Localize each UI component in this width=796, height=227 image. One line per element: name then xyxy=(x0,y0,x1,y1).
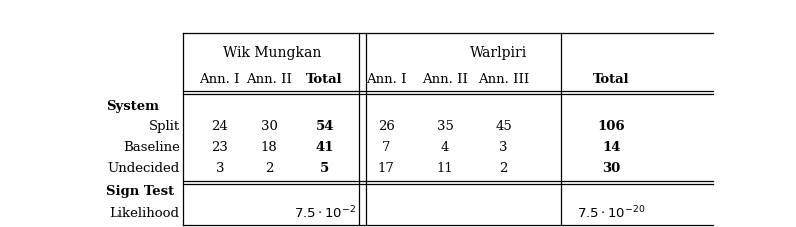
Text: 26: 26 xyxy=(378,120,395,133)
Text: Split: Split xyxy=(149,120,180,133)
Text: System: System xyxy=(106,99,158,112)
Text: 35: 35 xyxy=(436,120,454,133)
Text: 2: 2 xyxy=(499,161,508,174)
Text: 3: 3 xyxy=(216,161,224,174)
Text: 54: 54 xyxy=(315,120,334,133)
Text: 24: 24 xyxy=(212,120,228,133)
Text: 106: 106 xyxy=(598,120,626,133)
Text: 41: 41 xyxy=(315,141,334,153)
Text: 14: 14 xyxy=(603,141,621,153)
Text: 30: 30 xyxy=(261,120,278,133)
Text: 18: 18 xyxy=(261,141,278,153)
Text: 7: 7 xyxy=(382,141,391,153)
Text: Sign Test: Sign Test xyxy=(106,184,174,197)
Text: Total: Total xyxy=(593,72,630,85)
Text: Ann. I: Ann. I xyxy=(366,72,407,85)
Text: Wik Mungkan: Wik Mungkan xyxy=(223,46,322,59)
Text: $7.5 \cdot 10^{-2}$: $7.5 \cdot 10^{-2}$ xyxy=(294,204,356,220)
Text: Baseline: Baseline xyxy=(123,141,180,153)
Text: Ann. II: Ann. II xyxy=(246,72,292,85)
Text: 11: 11 xyxy=(436,161,454,174)
Text: Warlpiri: Warlpiri xyxy=(470,46,528,59)
Text: Total: Total xyxy=(306,72,343,85)
Text: $7.5 \cdot 10^{-20}$: $7.5 \cdot 10^{-20}$ xyxy=(577,204,646,220)
Text: Likelihood: Likelihood xyxy=(110,206,180,219)
Text: 30: 30 xyxy=(603,161,621,174)
Text: 5: 5 xyxy=(320,161,330,174)
Text: 2: 2 xyxy=(265,161,273,174)
Text: 45: 45 xyxy=(495,120,512,133)
Text: 17: 17 xyxy=(378,161,395,174)
Text: Ann. II: Ann. II xyxy=(422,72,468,85)
Text: 3: 3 xyxy=(499,141,508,153)
Text: Ann. III: Ann. III xyxy=(478,72,529,85)
Text: 4: 4 xyxy=(441,141,449,153)
Text: 23: 23 xyxy=(212,141,228,153)
Text: Undecided: Undecided xyxy=(107,161,180,174)
Text: Ann. I: Ann. I xyxy=(200,72,240,85)
